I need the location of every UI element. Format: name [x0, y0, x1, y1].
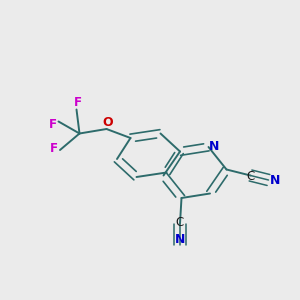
Text: F: F	[74, 96, 82, 110]
Text: N: N	[175, 232, 185, 246]
Text: O: O	[103, 116, 113, 130]
Text: N: N	[209, 140, 219, 154]
Text: F: F	[49, 118, 57, 131]
Text: N: N	[270, 173, 280, 187]
Text: C: C	[246, 170, 255, 183]
Text: F: F	[50, 142, 57, 155]
Text: C: C	[176, 216, 184, 229]
